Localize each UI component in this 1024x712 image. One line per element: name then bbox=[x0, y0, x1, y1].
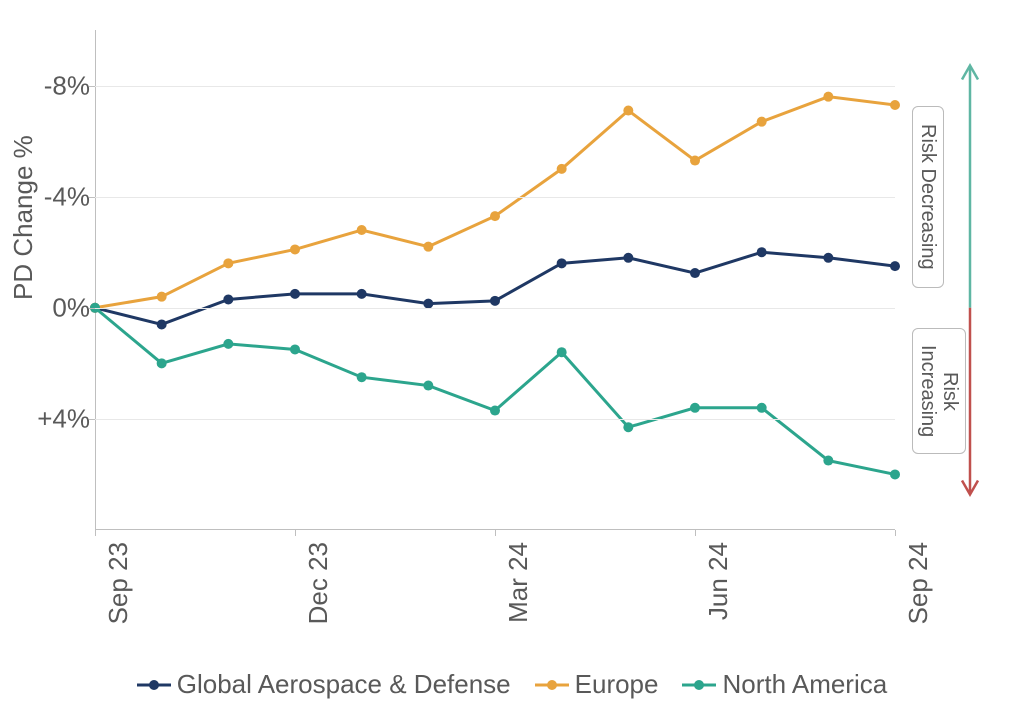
x-tick-label: Sep 23 bbox=[103, 542, 134, 624]
series-marker bbox=[157, 292, 167, 302]
legend: Global Aerospace & Defense Europe North Am… bbox=[0, 669, 1024, 700]
legend-swatch bbox=[137, 678, 171, 692]
series-marker bbox=[223, 339, 233, 349]
line-series-svg bbox=[95, 30, 895, 530]
series-marker bbox=[557, 347, 567, 357]
series-line bbox=[95, 252, 895, 324]
pd-change-chart: PD Change % Global Aerospace & Defense Eu… bbox=[0, 0, 1024, 712]
series-marker bbox=[290, 344, 300, 354]
legend-item: Global Aerospace & Defense bbox=[137, 669, 511, 700]
x-tick-mark bbox=[495, 530, 496, 536]
series-marker bbox=[623, 106, 633, 116]
gridline bbox=[95, 308, 895, 309]
risk-arrows bbox=[940, 30, 980, 530]
series-marker bbox=[423, 381, 433, 391]
series-line bbox=[95, 97, 895, 308]
series-marker bbox=[223, 258, 233, 268]
series-marker bbox=[490, 406, 500, 416]
series-marker bbox=[823, 253, 833, 263]
series-marker bbox=[757, 403, 767, 413]
series-marker bbox=[757, 247, 767, 257]
legend-swatch bbox=[682, 678, 716, 692]
gridline bbox=[95, 419, 895, 420]
risk-increasing-label: Risk Increasing bbox=[912, 328, 966, 455]
legend-label: North America bbox=[722, 669, 887, 700]
x-tick-mark bbox=[895, 530, 896, 536]
plot-area bbox=[95, 30, 895, 530]
x-tick-mark bbox=[295, 530, 296, 536]
gridline bbox=[95, 197, 895, 198]
series-marker bbox=[490, 211, 500, 221]
legend-swatch bbox=[535, 678, 569, 692]
x-tick-mark bbox=[95, 530, 96, 536]
risk-decreasing-label: Risk Decreasing bbox=[912, 106, 944, 288]
series-marker bbox=[423, 242, 433, 252]
series-marker bbox=[890, 469, 900, 479]
x-tick-mark bbox=[695, 530, 696, 536]
series-marker bbox=[557, 164, 567, 174]
series-marker bbox=[690, 156, 700, 166]
series-marker bbox=[823, 92, 833, 102]
series-marker bbox=[623, 422, 633, 432]
series-marker bbox=[823, 456, 833, 466]
legend-label: Europe bbox=[575, 669, 659, 700]
x-tick-label: Dec 23 bbox=[303, 542, 334, 624]
series-marker bbox=[357, 372, 367, 382]
series-marker bbox=[690, 268, 700, 278]
series-marker bbox=[357, 289, 367, 299]
series-marker bbox=[757, 117, 767, 127]
y-tick-label: +4% bbox=[37, 403, 90, 434]
legend-item: Europe bbox=[535, 669, 659, 700]
series-marker bbox=[490, 296, 500, 306]
legend-item: North America bbox=[682, 669, 887, 700]
series-marker bbox=[623, 253, 633, 263]
series-marker bbox=[690, 403, 700, 413]
series-marker bbox=[557, 258, 567, 268]
legend-label: Global Aerospace & Defense bbox=[177, 669, 511, 700]
x-tick-label: Jun 24 bbox=[703, 542, 734, 620]
y-tick-label: -4% bbox=[44, 181, 90, 212]
y-axis-label: PD Change % bbox=[8, 135, 39, 300]
series-marker bbox=[157, 319, 167, 329]
series-marker bbox=[357, 225, 367, 235]
y-tick-label: -8% bbox=[44, 70, 90, 101]
series-marker bbox=[890, 261, 900, 271]
series-marker bbox=[223, 294, 233, 304]
y-tick-label: 0% bbox=[52, 292, 90, 323]
series-marker bbox=[290, 289, 300, 299]
x-tick-label: Sep 24 bbox=[903, 542, 934, 624]
gridline bbox=[95, 86, 895, 87]
series-marker bbox=[890, 100, 900, 110]
series-marker bbox=[157, 358, 167, 368]
series-marker bbox=[290, 244, 300, 254]
x-tick-label: Mar 24 bbox=[503, 542, 534, 623]
series-line bbox=[95, 308, 895, 475]
